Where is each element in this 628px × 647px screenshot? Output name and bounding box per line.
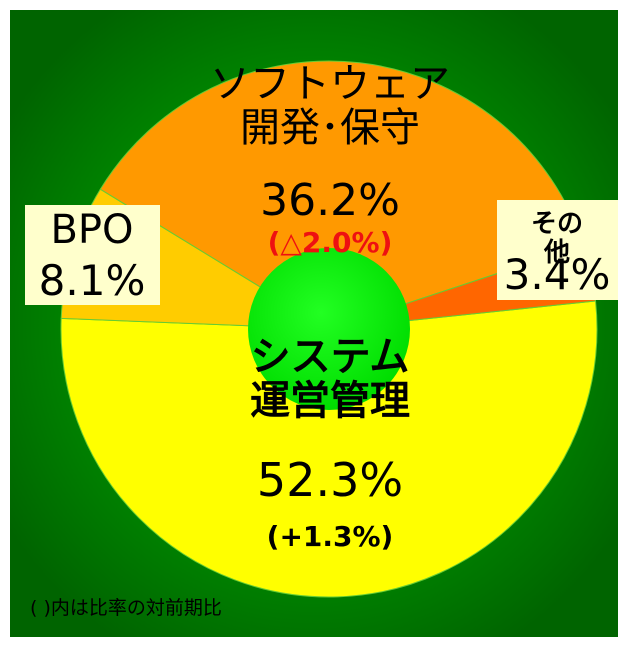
value-label: 36.2% — [260, 175, 400, 226]
category-label: ソフトウェア 開発･保守 — [210, 61, 450, 151]
label-box — [25, 205, 160, 305]
donut-hole — [248, 248, 410, 410]
label-box — [497, 200, 618, 300]
value-label: 8.1% — [38, 256, 146, 305]
slice — [60, 300, 598, 598]
value-label: 52.3% — [256, 453, 404, 507]
change-label: (+1.3%) — [266, 520, 394, 553]
category-label: その他 — [530, 209, 583, 268]
value-label: 3.4% — [503, 250, 611, 299]
category-label: システム 運営管理 — [250, 334, 410, 424]
change-label: (△2.0%) — [267, 226, 393, 259]
footnote: ( )内は比率の対前期比 — [30, 597, 222, 619]
slice — [99, 60, 585, 330]
category-label: BPO — [50, 207, 134, 253]
